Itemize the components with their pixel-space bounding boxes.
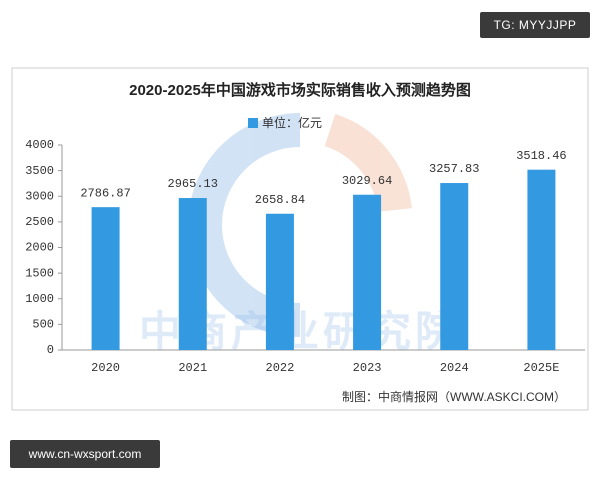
bar [265, 213, 294, 350]
x-tick-label: 2021 [178, 361, 207, 375]
source-note: 制图：中商情报网（WWW.ASKCI.COM） [342, 389, 566, 404]
value-label: 2786.87 [80, 186, 130, 200]
legend-label: 单位：亿元 [262, 115, 322, 130]
value-label: 3257.83 [429, 162, 479, 176]
y-tick-label: 1500 [25, 266, 54, 280]
bar [178, 198, 207, 350]
tag-badge: TG: MYYJJPP [480, 12, 590, 38]
bar [91, 207, 120, 350]
y-tick-label: 3500 [25, 164, 54, 178]
y-tick-label: 4000 [25, 138, 54, 152]
legend-swatch [248, 118, 258, 128]
x-tick-label: 2025E [523, 361, 559, 375]
y-tick-label: 2000 [25, 241, 54, 255]
bar [527, 169, 556, 350]
value-label: 3518.46 [516, 149, 566, 163]
y-tick-label: 2500 [25, 215, 54, 229]
value-label: 3029.64 [342, 174, 392, 188]
x-tick-label: 2023 [353, 361, 382, 375]
y-tick-label: 1000 [25, 292, 54, 306]
y-tick-label: 0 [47, 343, 54, 357]
site-url: www.cn-wxsport.com [10, 440, 160, 468]
x-tick-label: 2024 [440, 361, 469, 375]
value-label: 2965.13 [168, 177, 218, 191]
chart-title: 2020-2025年中国游戏市场实际销售收入预测趋势图 [129, 81, 471, 99]
y-tick-label: 3000 [25, 189, 54, 203]
bar [440, 183, 469, 350]
value-label: 2658.84 [255, 193, 305, 207]
y-tick-label: 500 [32, 318, 54, 332]
x-tick-label: 2022 [266, 361, 295, 375]
x-tick-label: 2020 [91, 361, 120, 375]
bar [353, 194, 382, 350]
